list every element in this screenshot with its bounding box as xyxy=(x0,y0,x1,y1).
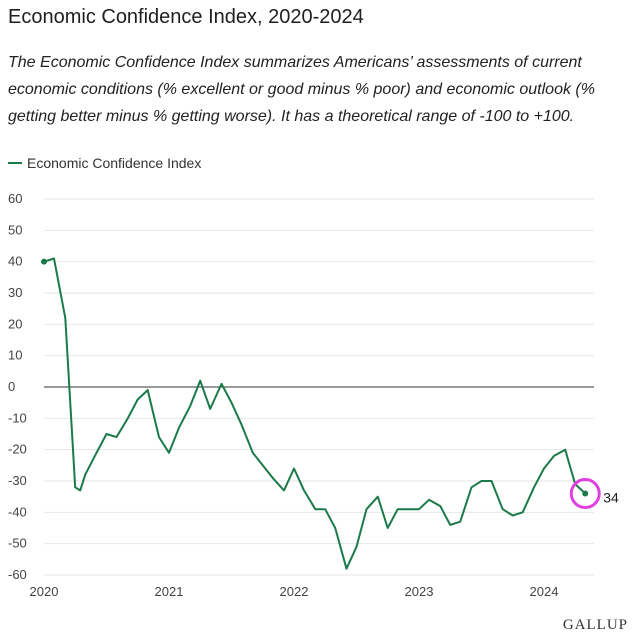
series-line xyxy=(43,257,586,570)
y-tick-label: 10 xyxy=(8,348,22,363)
chart-subtitle: The Economic Confidence Index summarizes… xyxy=(8,54,595,125)
y-tick-label: 30 xyxy=(8,285,22,300)
y-tick-label: -60 xyxy=(8,567,27,582)
chart-legend: Economic Confidence Index xyxy=(8,155,201,171)
y-tick-label: 0 xyxy=(8,379,15,394)
y-tick-label: -20 xyxy=(8,442,27,457)
end-point xyxy=(582,490,589,497)
y-tick-label: -40 xyxy=(8,504,27,519)
y-tick-label: 50 xyxy=(8,222,22,237)
legend-label: Economic Confidence Index xyxy=(27,155,202,171)
x-tick-label: 2020 xyxy=(30,584,59,599)
y-tick-label: -10 xyxy=(8,410,27,425)
y-tick-label: 60 xyxy=(8,191,22,206)
chart-title: Economic Confidence Index, 2020-2024 xyxy=(8,6,364,28)
highlight-circle xyxy=(569,478,601,510)
x-tick-label: 2022 xyxy=(280,584,309,599)
y-tick-label: -50 xyxy=(8,536,27,551)
legend-swatch xyxy=(8,162,22,164)
end-value-label: 34 xyxy=(603,490,619,506)
x-tick-label: 2021 xyxy=(155,584,184,599)
brand-logo: GALLUP xyxy=(562,617,628,633)
x-tick-label: 2024 xyxy=(530,584,559,599)
y-tick-label: -30 xyxy=(8,473,27,488)
y-tick-label: 40 xyxy=(8,254,22,269)
y-tick-label: 20 xyxy=(8,316,22,331)
start-point xyxy=(41,258,47,265)
x-tick-label: 2023 xyxy=(405,584,434,599)
